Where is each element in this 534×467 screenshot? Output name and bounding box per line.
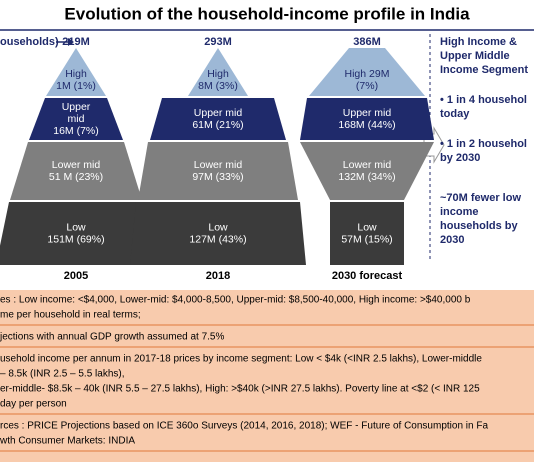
segment	[188, 48, 248, 96]
column-year: 2018	[206, 270, 230, 282]
side-text: 2030	[440, 234, 464, 246]
side-text: income	[440, 206, 479, 218]
side-text: Upper Middle	[440, 50, 510, 62]
note-text: – 8.5k (INR 2.5 – 5.5 lakhs),	[0, 369, 125, 380]
segment-label: (7%)	[356, 80, 378, 92]
segment	[29, 98, 123, 140]
segment	[300, 142, 434, 200]
segment-label: High	[65, 68, 87, 80]
note-text: day per person	[0, 399, 67, 410]
note-text: wth Consumer Markets: INDIA	[0, 436, 135, 447]
segment	[130, 202, 306, 265]
side-text: • 1 in 4 househol	[440, 94, 527, 106]
note-text: jections with annual GDP growth assumed …	[0, 332, 224, 343]
segment-label: 16M (7%)	[53, 125, 99, 137]
segment-label: 8M (3%)	[198, 80, 238, 92]
side-text: • 1 in 2 househol	[440, 138, 527, 150]
segment-label: Upper mid	[343, 107, 392, 119]
segment	[138, 142, 298, 200]
note-text: usehold income per annum in 2017-18 pric…	[0, 354, 482, 365]
side-text: today	[440, 108, 470, 120]
side-text: ~70M fewer low	[440, 192, 521, 204]
segment	[46, 48, 106, 96]
segment-label: Low	[357, 221, 377, 233]
note-text: me per household in real terms;	[0, 310, 141, 321]
notes-bg	[0, 290, 534, 462]
segment-label: 168M (44%)	[338, 119, 395, 131]
segment	[300, 98, 434, 140]
segment-label: Lower mid	[52, 159, 101, 171]
segment	[309, 48, 425, 96]
segment-label: mid	[68, 113, 85, 125]
segment-label: Low	[208, 221, 228, 233]
note-text: rces : PRICE Projections based on ICE 36…	[0, 421, 488, 432]
segment-label: 57M (15%)	[341, 233, 392, 245]
segment-label: 61M (21%)	[192, 119, 243, 131]
segment-label: Lower mid	[343, 159, 392, 171]
segment-label: High 29M	[345, 68, 390, 80]
segment-label: Low	[66, 221, 86, 233]
column-year: 2005	[64, 270, 88, 282]
segment-label: 97M (33%)	[192, 171, 243, 183]
segment	[150, 98, 286, 140]
segment-label: 127M (43%)	[189, 233, 246, 245]
axis-label: ouseholds)	[0, 36, 59, 48]
column-total: 386M	[353, 36, 381, 48]
side-text: by 2030	[440, 152, 480, 164]
segment-label: 51 M (23%)	[49, 171, 103, 183]
segment-label: 151M (69%)	[47, 233, 104, 245]
side-text: Income Segment	[440, 64, 528, 76]
segment-label: Lower mid	[194, 159, 243, 171]
segment-label: Upper	[62, 101, 91, 113]
segment	[0, 202, 156, 265]
title: Evolution of the household-income profil…	[64, 4, 470, 23]
column-total: 293M	[204, 36, 232, 48]
column-total: 219M	[62, 36, 90, 48]
segment-label: High	[207, 68, 229, 80]
column-year: 2030 forecast	[332, 270, 403, 282]
note-text: er-middle- $8.5k – 40k (INR 5.5 – 27.5 l…	[0, 384, 480, 395]
segment-label: Upper mid	[194, 107, 243, 119]
arrow-head	[68, 38, 74, 46]
segment-label: 132M (34%)	[338, 171, 395, 183]
segment-label: 1M (1%)	[56, 80, 96, 92]
side-text: High Income &	[440, 36, 517, 48]
note-text: es : Low income: <$4,000, Lower-mid: $4,…	[0, 295, 471, 306]
segment	[10, 142, 142, 200]
side-text: households by	[440, 220, 519, 232]
segment	[330, 202, 404, 265]
